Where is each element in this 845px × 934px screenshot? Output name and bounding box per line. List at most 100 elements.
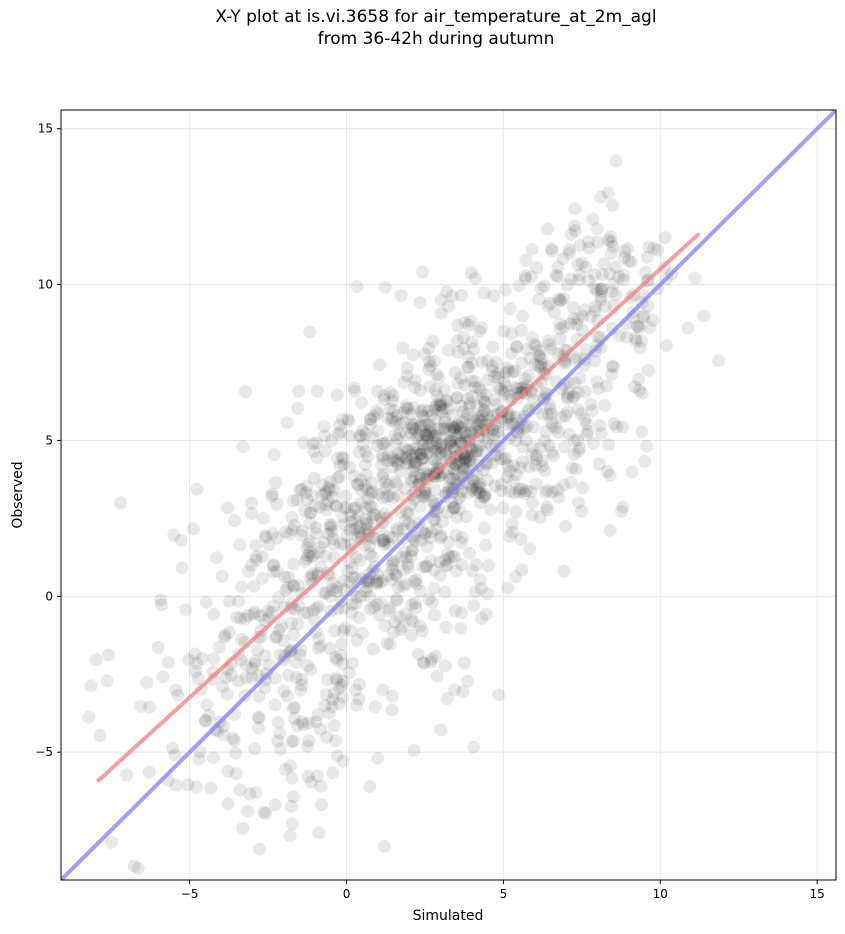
scatter-point <box>301 605 314 619</box>
scatter-point <box>352 445 366 459</box>
scatter-point <box>325 518 339 532</box>
scatter-point <box>304 663 318 677</box>
scatter-point <box>354 572 368 586</box>
scatter-point <box>253 842 266 856</box>
scatter-point <box>330 653 344 667</box>
scatter-point <box>318 444 332 458</box>
scatter-point <box>392 447 405 461</box>
scatter-point <box>383 637 397 651</box>
scatter-point <box>428 498 442 512</box>
scatter-point <box>439 620 453 634</box>
scatter-point <box>447 421 461 435</box>
scatter-point <box>371 407 385 421</box>
scatter-point <box>396 522 410 536</box>
scatter-point <box>584 309 598 323</box>
scatter-point <box>427 608 441 622</box>
scatter-point <box>368 700 382 714</box>
scatter-point <box>514 323 528 337</box>
scatter-point <box>688 271 702 285</box>
scatter-point <box>637 309 651 323</box>
scatter-point <box>567 434 581 448</box>
scatter-point <box>515 482 529 496</box>
scatter-point <box>509 434 523 448</box>
scatter-point <box>345 597 359 611</box>
scatter-point <box>458 425 472 439</box>
scatter-point <box>347 381 361 395</box>
scatter-point <box>488 370 501 384</box>
scatter-point <box>251 643 265 657</box>
scatter-point <box>503 389 517 403</box>
scatter-point <box>195 651 209 665</box>
scatter-point <box>396 619 410 633</box>
scatter-point <box>419 428 433 442</box>
scatter-point <box>319 586 333 600</box>
scatter-point <box>453 426 467 440</box>
scatter-point <box>405 452 419 466</box>
scatter-point <box>625 465 639 479</box>
scatter-point <box>554 294 568 307</box>
scatter-point <box>448 501 462 515</box>
scatter-point <box>445 434 459 448</box>
scatter-point <box>370 598 384 612</box>
scatter-point <box>559 409 573 422</box>
scatter-point <box>287 628 301 642</box>
scatter-point <box>502 364 516 378</box>
scatter-point <box>371 487 385 501</box>
scatter-point <box>236 821 250 835</box>
scatter-point <box>303 506 317 520</box>
scatter-point <box>277 684 291 698</box>
scatter-point <box>334 536 347 550</box>
scatter-point <box>431 502 445 515</box>
scatter-point <box>252 721 266 735</box>
scatter-point <box>419 417 433 431</box>
scatter-point <box>305 567 319 581</box>
scatter-point <box>221 764 235 778</box>
y-tick-label: 10 <box>38 278 53 292</box>
scatter-point <box>345 515 359 528</box>
scatter-point <box>547 305 561 319</box>
scatter-point <box>327 538 341 552</box>
scatter-point <box>447 462 461 476</box>
scatter-point <box>428 513 442 527</box>
scatter-point <box>401 402 415 415</box>
scatter-point <box>166 741 180 755</box>
scatter-point <box>327 483 341 497</box>
scatter-point <box>434 529 448 542</box>
scatter-point <box>467 740 481 754</box>
scatter-point <box>399 577 412 591</box>
scatter-point <box>354 429 367 443</box>
scatter-point <box>447 550 461 564</box>
scatter-point <box>310 769 324 783</box>
scatter-point <box>414 447 428 461</box>
scatter-point <box>326 490 340 504</box>
scatter-point <box>179 603 193 617</box>
scatter-point <box>557 564 571 578</box>
scatter-point <box>423 355 437 369</box>
scatter-point <box>400 401 414 415</box>
scatter-point <box>497 452 511 466</box>
scatter-point <box>468 272 482 285</box>
scatter-point <box>423 424 437 438</box>
scatter-point <box>330 451 344 465</box>
scatter-point <box>549 421 563 435</box>
scatter-point <box>377 389 391 403</box>
scatter-point <box>334 648 348 662</box>
scatter-point <box>331 471 344 485</box>
scatter-point <box>585 404 599 418</box>
scatter-point <box>542 334 555 348</box>
scatter-point <box>306 603 320 617</box>
scatter-point <box>377 534 391 547</box>
scatter-point <box>258 681 272 694</box>
scatter-point <box>450 419 464 433</box>
scatter-point <box>503 464 517 478</box>
scatter-point <box>484 503 498 517</box>
scatter-point <box>525 331 539 345</box>
scatter-point <box>464 314 478 328</box>
scatter-point <box>478 403 492 417</box>
scatter-point <box>564 317 578 331</box>
scatter-point <box>529 459 543 472</box>
regression-line <box>96 232 700 783</box>
scatter-point <box>401 560 415 574</box>
scatter-point <box>418 347 432 361</box>
scatter-point <box>386 389 400 403</box>
